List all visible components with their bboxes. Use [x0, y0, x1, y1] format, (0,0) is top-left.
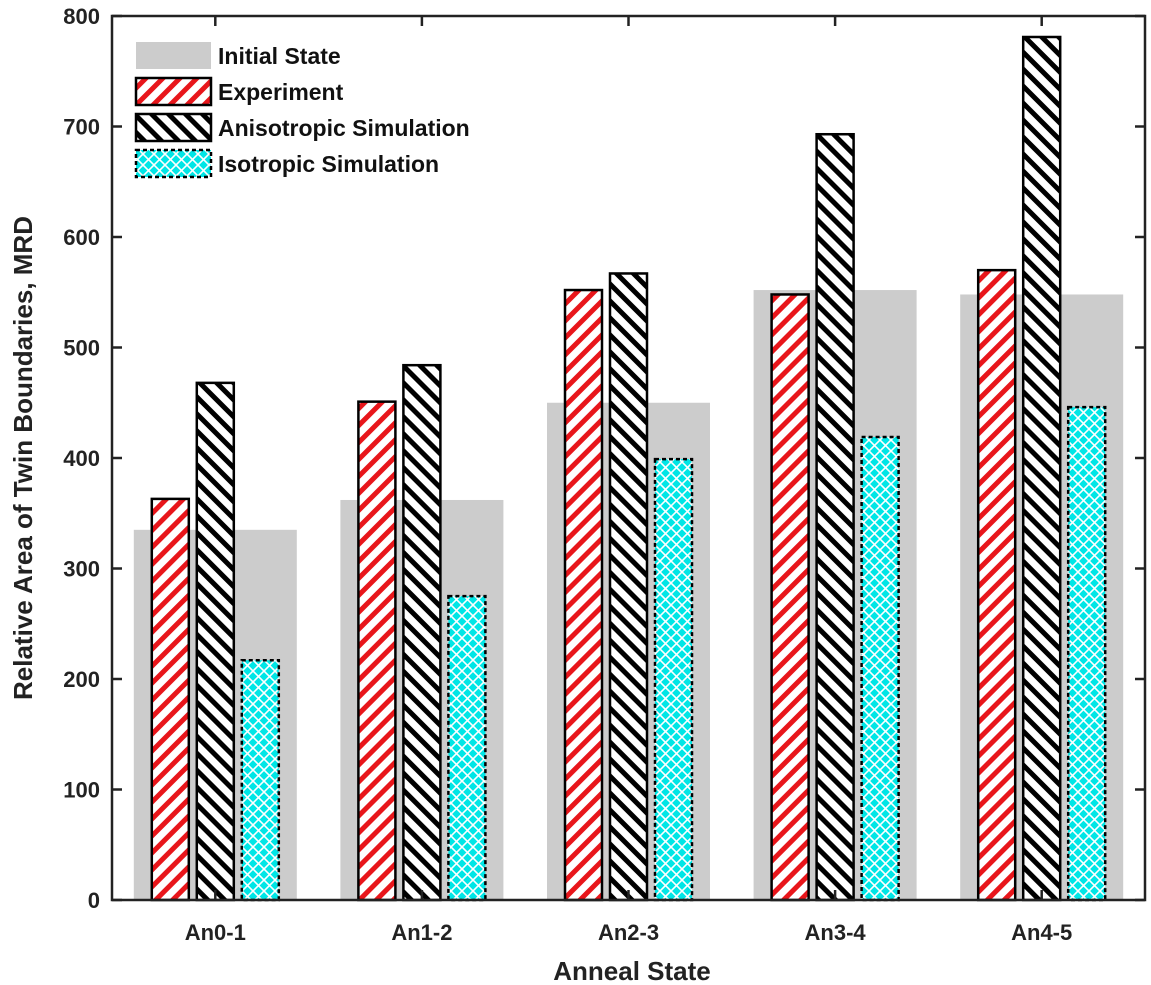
- y-tick-label: 700: [63, 115, 100, 140]
- bar-experiment-An0-1: [150, 497, 191, 902]
- legend-swatch-initial-state: [136, 42, 211, 69]
- y-tick-label: 200: [63, 667, 100, 692]
- bar-anisotropic-simulation-An1-2: [402, 363, 442, 902]
- y-tick-label: 300: [63, 557, 100, 582]
- bar-isotropic-simulation-An0-1: [240, 658, 281, 902]
- y-tick-label: 500: [63, 336, 100, 361]
- legend: Initial State Experiment Anisotropic Simul…: [134, 42, 470, 179]
- x-tick-label: An1-2: [391, 920, 452, 945]
- legend-label-isotropic-simulation: Isotropic Simulation: [218, 151, 439, 177]
- legend-label-anisotropic-simulation: Anisotropic Simulation: [218, 115, 470, 141]
- x-tick-label: An2-3: [598, 920, 659, 945]
- x-tick-label: An4-5: [1011, 920, 1072, 945]
- bar-isotropic-simulation-An3-4: [860, 435, 900, 902]
- x-tick-label: An0-1: [185, 920, 246, 945]
- bar-experiment-An4-5: [976, 268, 1017, 902]
- bar-isotropic-simulation-An1-2: [447, 594, 487, 902]
- legend-label-experiment: Experiment: [218, 79, 344, 105]
- legend-swatch-anisotropic-simulation: [134, 112, 213, 143]
- y-tick-label: 400: [63, 446, 100, 471]
- bar-experiment-An1-2: [357, 400, 397, 902]
- y-tick-label: 600: [63, 225, 100, 250]
- y-tick-label: 100: [63, 778, 100, 803]
- bar-anisotropic-simulation-An3-4: [815, 132, 855, 902]
- bar-anisotropic-simulation-An0-1: [195, 381, 236, 902]
- bar-isotropic-simulation-An4-5: [1066, 405, 1107, 902]
- y-tick-label: 0: [88, 888, 100, 913]
- legend-swatch-experiment: [134, 76, 213, 107]
- bar-isotropic-simulation-An2-3: [653, 457, 694, 902]
- x-axis-label: Anneal State: [553, 956, 711, 985]
- x-tick-label: An3-4: [805, 920, 867, 945]
- bar-experiment-An3-4: [770, 293, 810, 902]
- legend-label-initial-state: Initial State: [218, 43, 341, 69]
- x-axis-ticks: An0-1 An1-2 An2-3 An3-4 An4-5: [185, 16, 1072, 945]
- legend-swatch-isotropic-simulation: [134, 148, 213, 179]
- y-tick-label: 800: [63, 4, 100, 29]
- series-bars: [150, 35, 1107, 902]
- bar-experiment-An2-3: [563, 288, 604, 902]
- bar-anisotropic-simulation-An2-3: [608, 272, 649, 902]
- y-axis-label: Relative Area of Twin Boundaries, MRD: [8, 216, 38, 700]
- y-axis-ticks: 0 100 200 300 400 500 600 700 800: [63, 4, 1145, 913]
- bar-anisotropic-simulation-An4-5: [1021, 35, 1062, 902]
